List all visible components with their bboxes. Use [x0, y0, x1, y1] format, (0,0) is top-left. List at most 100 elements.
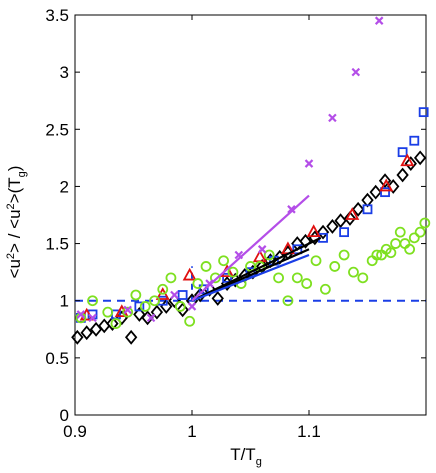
blue-square-point [418, 107, 429, 118]
green-circle-point [390, 238, 401, 249]
magenta-x-point [123, 305, 132, 315]
green-circle-point [174, 301, 186, 312]
green-circle-point [110, 318, 122, 329]
black-diamond-point [211, 291, 224, 306]
black-diamond-point [80, 325, 93, 341]
magenta-x-point [328, 113, 337, 123]
green-circle-point [419, 217, 431, 229]
green-circle-point [385, 247, 397, 259]
green-circle-point [371, 249, 383, 261]
black-fit-line [191, 236, 322, 302]
y-axis-ticks: 0 0.5 1 1.5 2 2.5 3 3.5 [45, 6, 426, 425]
blue-square-point [409, 135, 420, 146]
red-triangle-point [182, 267, 197, 281]
green-circle-point [87, 295, 98, 307]
black-diamond-point [396, 167, 409, 183]
blue-fit-line [191, 253, 310, 302]
green-circle-point [209, 272, 221, 284]
green-circle-point [102, 306, 114, 318]
green-circle-point [338, 249, 350, 261]
magenta-x-point [76, 310, 86, 319]
magenta-x-point [304, 159, 314, 168]
red-triangle-point [345, 207, 360, 220]
x-tick-label: 1.1 [297, 422, 321, 441]
green-circle-point [394, 226, 406, 238]
green-circle-point [218, 255, 229, 267]
y-tick-label: 1.5 [45, 235, 69, 254]
y-axis-label: <u2> / <u2>(Tg) [5, 166, 28, 279]
green-circle-point [263, 249, 275, 261]
black-diamond-point [133, 307, 146, 322]
black-diamond-point [334, 213, 347, 229]
plot-frame [74, 14, 427, 416]
black-diamond-point [299, 233, 312, 249]
magenta-x-point [287, 205, 296, 214]
green-circle-point [130, 289, 142, 301]
black-diamond-point [343, 211, 357, 226]
magenta-x-point [187, 302, 197, 311]
red-triangle-point [400, 153, 415, 167]
green-circle-point [301, 278, 313, 289]
blue-square-point [380, 187, 390, 198]
magenta-fit-line [191, 194, 310, 302]
fit-lines [191, 194, 322, 302]
x-axis-ticks: 0.9 1 1.1 [63, 15, 321, 441]
green-circle-point [291, 272, 303, 284]
magenta-x-point [170, 290, 179, 300]
red-triangle-point [306, 224, 321, 238]
red-triangle-point [114, 304, 129, 318]
blue-square-point [177, 290, 188, 300]
green-circle-point [149, 295, 160, 307]
magenta-x-point [88, 313, 97, 323]
green-circle-point [414, 226, 426, 238]
y-tick-label: 0 [60, 406, 69, 425]
black-diamond-point [404, 156, 417, 171]
axis-labels: T/Tg <u2> / <u2>(Tg) [5, 166, 262, 468]
y-tick-label: 0.5 [45, 349, 69, 368]
black-diamond-point [106, 316, 119, 331]
black-diamond-point [387, 179, 400, 194]
blue-square-point [134, 301, 145, 312]
blue-square-point [362, 204, 373, 215]
green-circle-point [200, 261, 212, 272]
black-diamond-point [326, 219, 339, 234]
x-tick-label: 1 [187, 422, 196, 441]
black-diamond-point [124, 329, 138, 345]
green-circle-point [227, 266, 239, 278]
green-circle-point [192, 278, 204, 289]
black-diamond-point [150, 304, 164, 320]
red-triangle-point [379, 178, 394, 192]
green-circle-point [282, 295, 294, 307]
magenta-x-point [351, 67, 361, 77]
black-diamond-point [351, 201, 365, 217]
green-circle-point [157, 283, 169, 295]
blue-square-point [222, 272, 233, 283]
black-diamond-point [316, 224, 330, 240]
green-circle-point [139, 301, 151, 312]
green-circle-point [273, 272, 284, 284]
black-diamond-point [369, 184, 382, 200]
red-triangle-point [155, 287, 170, 300]
green-circle-point [184, 315, 196, 327]
blue-square-point [198, 284, 209, 295]
green-circle-point [329, 261, 341, 272]
data-markers [71, 16, 431, 345]
y-tick-label: 2 [60, 177, 69, 196]
black-diamond-point [176, 302, 189, 318]
blue-square-point [339, 227, 350, 238]
magenta-x-point [257, 245, 267, 254]
black-diamond-point [71, 329, 84, 345]
plot-border [74, 14, 427, 416]
blue-square-point [397, 147, 408, 158]
y-tick-label: 1 [60, 292, 69, 311]
green-circle-point [319, 283, 331, 295]
y-tick-label: 3.5 [45, 6, 69, 25]
black-diamond-point [361, 192, 374, 208]
magenta-x-point [146, 313, 156, 323]
black-diamond-point [378, 173, 392, 189]
magenta-x-point [374, 16, 384, 25]
x-axis-label: T/Tg [230, 445, 262, 468]
green-circle-point [404, 243, 416, 255]
green-circle-point [357, 272, 369, 284]
